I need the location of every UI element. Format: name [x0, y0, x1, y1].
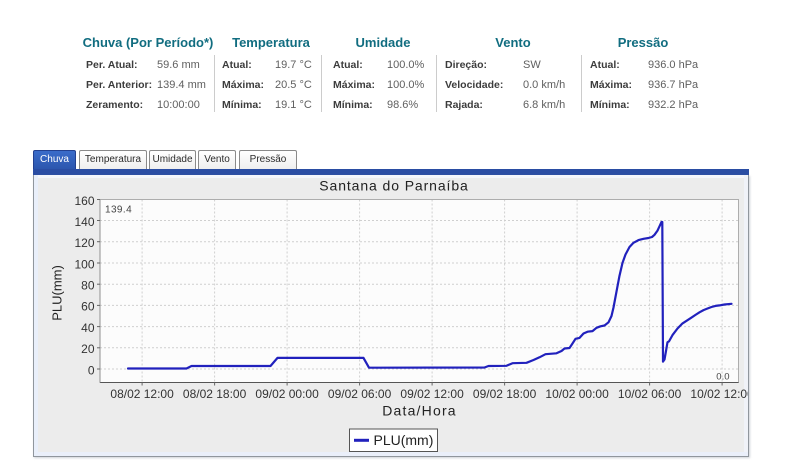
svg-text:139.4: 139.4 [105, 205, 132, 216]
svg-text:PLU(mm): PLU(mm) [374, 432, 434, 448]
svg-text:100: 100 [74, 257, 94, 271]
svg-text:10/02 06:00: 10/02 06:00 [618, 387, 682, 401]
svg-text:Santana do Parnaíba: Santana do Parnaíba [319, 178, 468, 194]
svg-text:09/02 12:00: 09/02 12:00 [400, 387, 464, 401]
svg-text:08/02 12:00: 08/02 12:00 [110, 387, 174, 401]
svg-text:140: 140 [74, 215, 94, 229]
svg-text:40: 40 [81, 321, 95, 335]
svg-text:08/02 18:00: 08/02 18:00 [183, 387, 247, 401]
svg-text:120: 120 [74, 236, 94, 250]
svg-text:Data/Hora: Data/Hora [382, 403, 457, 419]
svg-text:10/02 12:00: 10/02 12:00 [690, 387, 748, 401]
svg-text:0.0: 0.0 [716, 372, 729, 383]
svg-text:PLU(mm): PLU(mm) [50, 265, 65, 321]
svg-text:160: 160 [74, 194, 94, 208]
svg-text:60: 60 [81, 300, 95, 314]
svg-text:20: 20 [81, 342, 95, 356]
svg-text:80: 80 [81, 279, 95, 293]
svg-text:09/02 06:00: 09/02 06:00 [328, 387, 392, 401]
svg-text:10/02 00:00: 10/02 00:00 [545, 387, 609, 401]
svg-text:0: 0 [88, 363, 95, 377]
svg-text:09/02 18:00: 09/02 18:00 [473, 387, 537, 401]
svg-text:09/02 00:00: 09/02 00:00 [255, 387, 319, 401]
